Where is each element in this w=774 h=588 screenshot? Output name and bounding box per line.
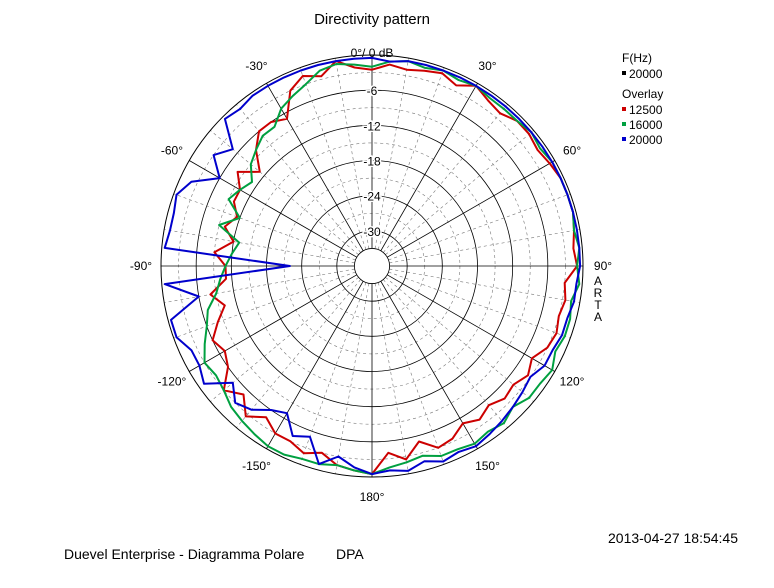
angle-label: -150°	[242, 459, 271, 473]
grid-outer-circle	[160, 54, 584, 478]
footer-timestamp: 2013-04-27 18:54:45	[608, 530, 738, 546]
angle-label: 90°	[594, 259, 612, 273]
angle-label: 120°	[560, 375, 585, 389]
grid-spoke-major	[266, 281, 364, 449]
angle-label: -60°	[161, 144, 183, 158]
grid-spoke-minor	[299, 282, 367, 465]
radial-tick-label: -12	[363, 119, 381, 133]
grid-spoke-minor	[377, 282, 445, 465]
legend-main-swatch	[622, 71, 626, 75]
grid-spoke-minor	[377, 67, 445, 250]
grid-spoke-minor	[236, 279, 361, 428]
radial-tick-label: -18	[363, 155, 381, 169]
grid-spoke-minor	[173, 271, 356, 339]
legend-label: 12500	[629, 103, 663, 117]
grid-spoke-major	[266, 83, 364, 251]
chart-title: Directivity pattern	[314, 11, 430, 28]
grid-inner-circle	[354, 248, 390, 284]
grid-spoke-minor	[335, 283, 370, 474]
grid-spoke-minor	[173, 193, 356, 261]
grid-spoke-minor	[210, 130, 359, 255]
polar-grid	[160, 54, 584, 478]
angle-label: -90°	[130, 259, 152, 273]
grid-spoke-minor	[299, 67, 367, 250]
legend-header: F(Hz)	[622, 51, 652, 65]
legend-label: 16000	[629, 118, 663, 132]
legend-swatch	[622, 107, 626, 111]
grid-spoke-major	[380, 83, 478, 251]
radial-tick-label: -24	[363, 190, 381, 204]
radial-tick-label: -6	[367, 84, 378, 98]
grid-spoke-major	[189, 274, 357, 372]
legend-overlay-header: Overlay	[622, 87, 663, 101]
grid-spoke-minor	[388, 193, 571, 261]
grid-spoke-minor	[383, 279, 508, 428]
legend-main-label: 20000	[629, 67, 663, 81]
grid-spoke-minor	[374, 283, 409, 474]
grid-spoke-minor	[389, 268, 580, 303]
angle-label: 30°	[478, 59, 496, 73]
series-line-20000	[163, 56, 582, 476]
side-label-letter: A	[594, 274, 602, 288]
grid-spoke-minor	[335, 58, 370, 249]
side-label-letter: R	[594, 286, 603, 300]
side-label-letter: T	[594, 298, 602, 312]
legend-swatch	[622, 122, 626, 126]
side-label-letter: A	[594, 310, 602, 324]
angle-label: 180°	[360, 490, 385, 504]
angle-label: -30°	[245, 59, 267, 73]
radial-tick-label: 0°/ 0 dB	[351, 46, 394, 60]
grid-spoke-major	[387, 160, 555, 258]
footer-left-text: Duevel Enterprise - Diagramma Polare	[64, 546, 305, 562]
angle-label: 150°	[475, 459, 500, 473]
legend-label: 20000	[629, 133, 663, 147]
grid-spoke-minor	[388, 271, 571, 339]
footer-right-text: DPA	[336, 546, 364, 562]
grid-spoke-major	[189, 160, 357, 258]
angle-label: -120°	[158, 375, 187, 389]
grid-spoke-minor	[389, 229, 580, 264]
radial-tick-label: -30	[363, 225, 381, 239]
grid-spoke-minor	[383, 104, 508, 253]
grid-spoke-minor	[210, 277, 359, 402]
angle-labels: 30° 60° 90° 120° 150° 180° -150° -120° -90° -60° -…	[130, 59, 612, 504]
grid-spoke-minor	[385, 130, 534, 255]
grid-spoke-minor	[164, 229, 355, 264]
grid-spoke-major	[387, 274, 555, 372]
grid-spoke-minor	[385, 277, 534, 402]
angle-label: 60°	[563, 144, 581, 158]
legend-swatch	[622, 137, 626, 141]
grid-spoke-minor	[374, 58, 409, 249]
series-lines	[163, 56, 582, 476]
grid-spoke-minor	[236, 104, 361, 253]
grid-spoke-major	[380, 281, 478, 449]
radial-tick-labels: 0°/ 0 dB -6 -12 -18 -24 -30	[351, 46, 394, 240]
grid-spoke-minor	[164, 268, 355, 303]
